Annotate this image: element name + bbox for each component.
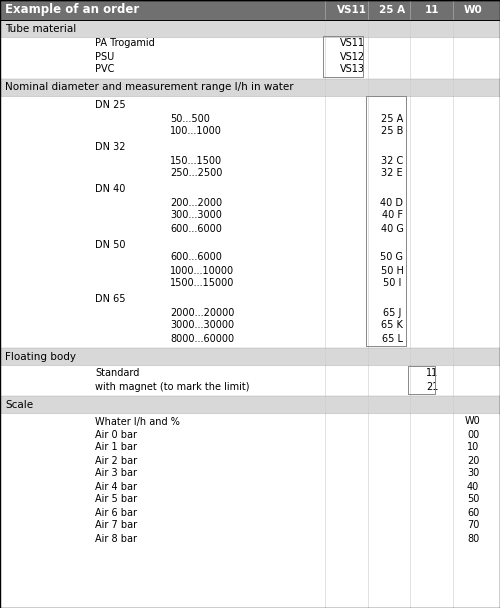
Text: 11: 11 [425,5,440,15]
Text: Example of an order: Example of an order [5,4,139,16]
Text: 00: 00 [467,429,479,440]
Text: DN 25: DN 25 [95,100,126,111]
Text: with magnet (to mark the limit): with magnet (to mark the limit) [95,381,250,392]
Text: 50 G: 50 G [380,252,404,263]
Text: 65 K: 65 K [381,320,403,331]
Text: Scale: Scale [5,399,33,410]
Bar [0,348,500,365]
Text: Tube material: Tube material [5,24,76,33]
Text: 40 D: 40 D [380,198,404,207]
Text: PA Trogamid: PA Trogamid [95,38,155,49]
Text: 1500...15000: 1500...15000 [170,278,234,289]
Text: PSU: PSU [95,52,114,61]
Text: 60: 60 [467,508,479,517]
Bar [0,0,500,20]
Text: DN 40: DN 40 [95,184,126,195]
Text: Floating body: Floating body [5,351,76,362]
Text: Air 1 bar: Air 1 bar [95,443,137,452]
Text: W0: W0 [465,416,481,426]
Text: Air 3 bar: Air 3 bar [95,469,137,478]
Text: 32 E: 32 E [381,168,403,179]
Text: Air 8 bar: Air 8 bar [95,533,137,544]
Text: 65 J: 65 J [383,308,401,317]
Text: PVC: PVC [95,64,114,75]
Text: Air 2 bar: Air 2 bar [95,455,137,466]
Text: 100...1000: 100...1000 [170,126,222,137]
Text: DN 32: DN 32 [95,142,126,153]
Text: Nominal diameter and measurement range l/h in water: Nominal diameter and measurement range l… [5,83,294,92]
Text: 30: 30 [467,469,479,478]
Text: 2000...20000: 2000...20000 [170,308,234,317]
Text: 25 B: 25 B [381,126,403,137]
Text: 3000...30000: 3000...30000 [170,320,234,331]
Text: DN 65: DN 65 [95,294,126,305]
Text: 600...6000: 600...6000 [170,224,222,233]
Text: Whater l/h and %: Whater l/h and % [95,416,180,426]
Text: 50...500: 50...500 [170,114,210,123]
Text: 20: 20 [467,455,479,466]
Text: VS13: VS13 [340,64,364,75]
Text: 65 L: 65 L [382,334,402,344]
Text: 200...2000: 200...2000 [170,198,222,207]
Text: 8000...60000: 8000...60000 [170,334,234,344]
Text: 21: 21 [426,381,438,392]
Text: Standard: Standard [95,368,140,379]
Text: 70: 70 [467,520,479,531]
Text: Air 0 bar: Air 0 bar [95,429,137,440]
Text: VS11: VS11 [337,5,367,15]
Text: 250...2500: 250...2500 [170,168,222,179]
Text: 50 I: 50 I [383,278,401,289]
Text: Air 5 bar: Air 5 bar [95,494,137,505]
Bar [0,79,500,96]
Text: 10: 10 [467,443,479,452]
Text: 32 C: 32 C [381,156,403,165]
Text: 300...3000: 300...3000 [170,210,222,221]
Text: VS12: VS12 [340,52,364,61]
Text: 1000...10000: 1000...10000 [170,266,234,275]
Bar [0,396,500,413]
Text: 50 H: 50 H [380,266,404,275]
Text: VS11: VS11 [340,38,364,49]
Text: Air 7 bar: Air 7 bar [95,520,137,531]
Text: DN 50: DN 50 [95,240,126,249]
Text: 50: 50 [467,494,479,505]
Text: 40 G: 40 G [380,224,404,233]
Text: 80: 80 [467,533,479,544]
Text: 150...1500: 150...1500 [170,156,222,165]
Text: W0: W0 [464,5,482,15]
Text: 600...6000: 600...6000 [170,252,222,263]
Bar [0,20,500,37]
Text: 25 A: 25 A [381,114,403,123]
Text: Air 6 bar: Air 6 bar [95,508,137,517]
Text: Air 4 bar: Air 4 bar [95,482,137,491]
Text: 25 A: 25 A [379,5,405,15]
Text: 40 F: 40 F [382,210,402,221]
Text: 11: 11 [426,368,438,379]
Text: 40: 40 [467,482,479,491]
